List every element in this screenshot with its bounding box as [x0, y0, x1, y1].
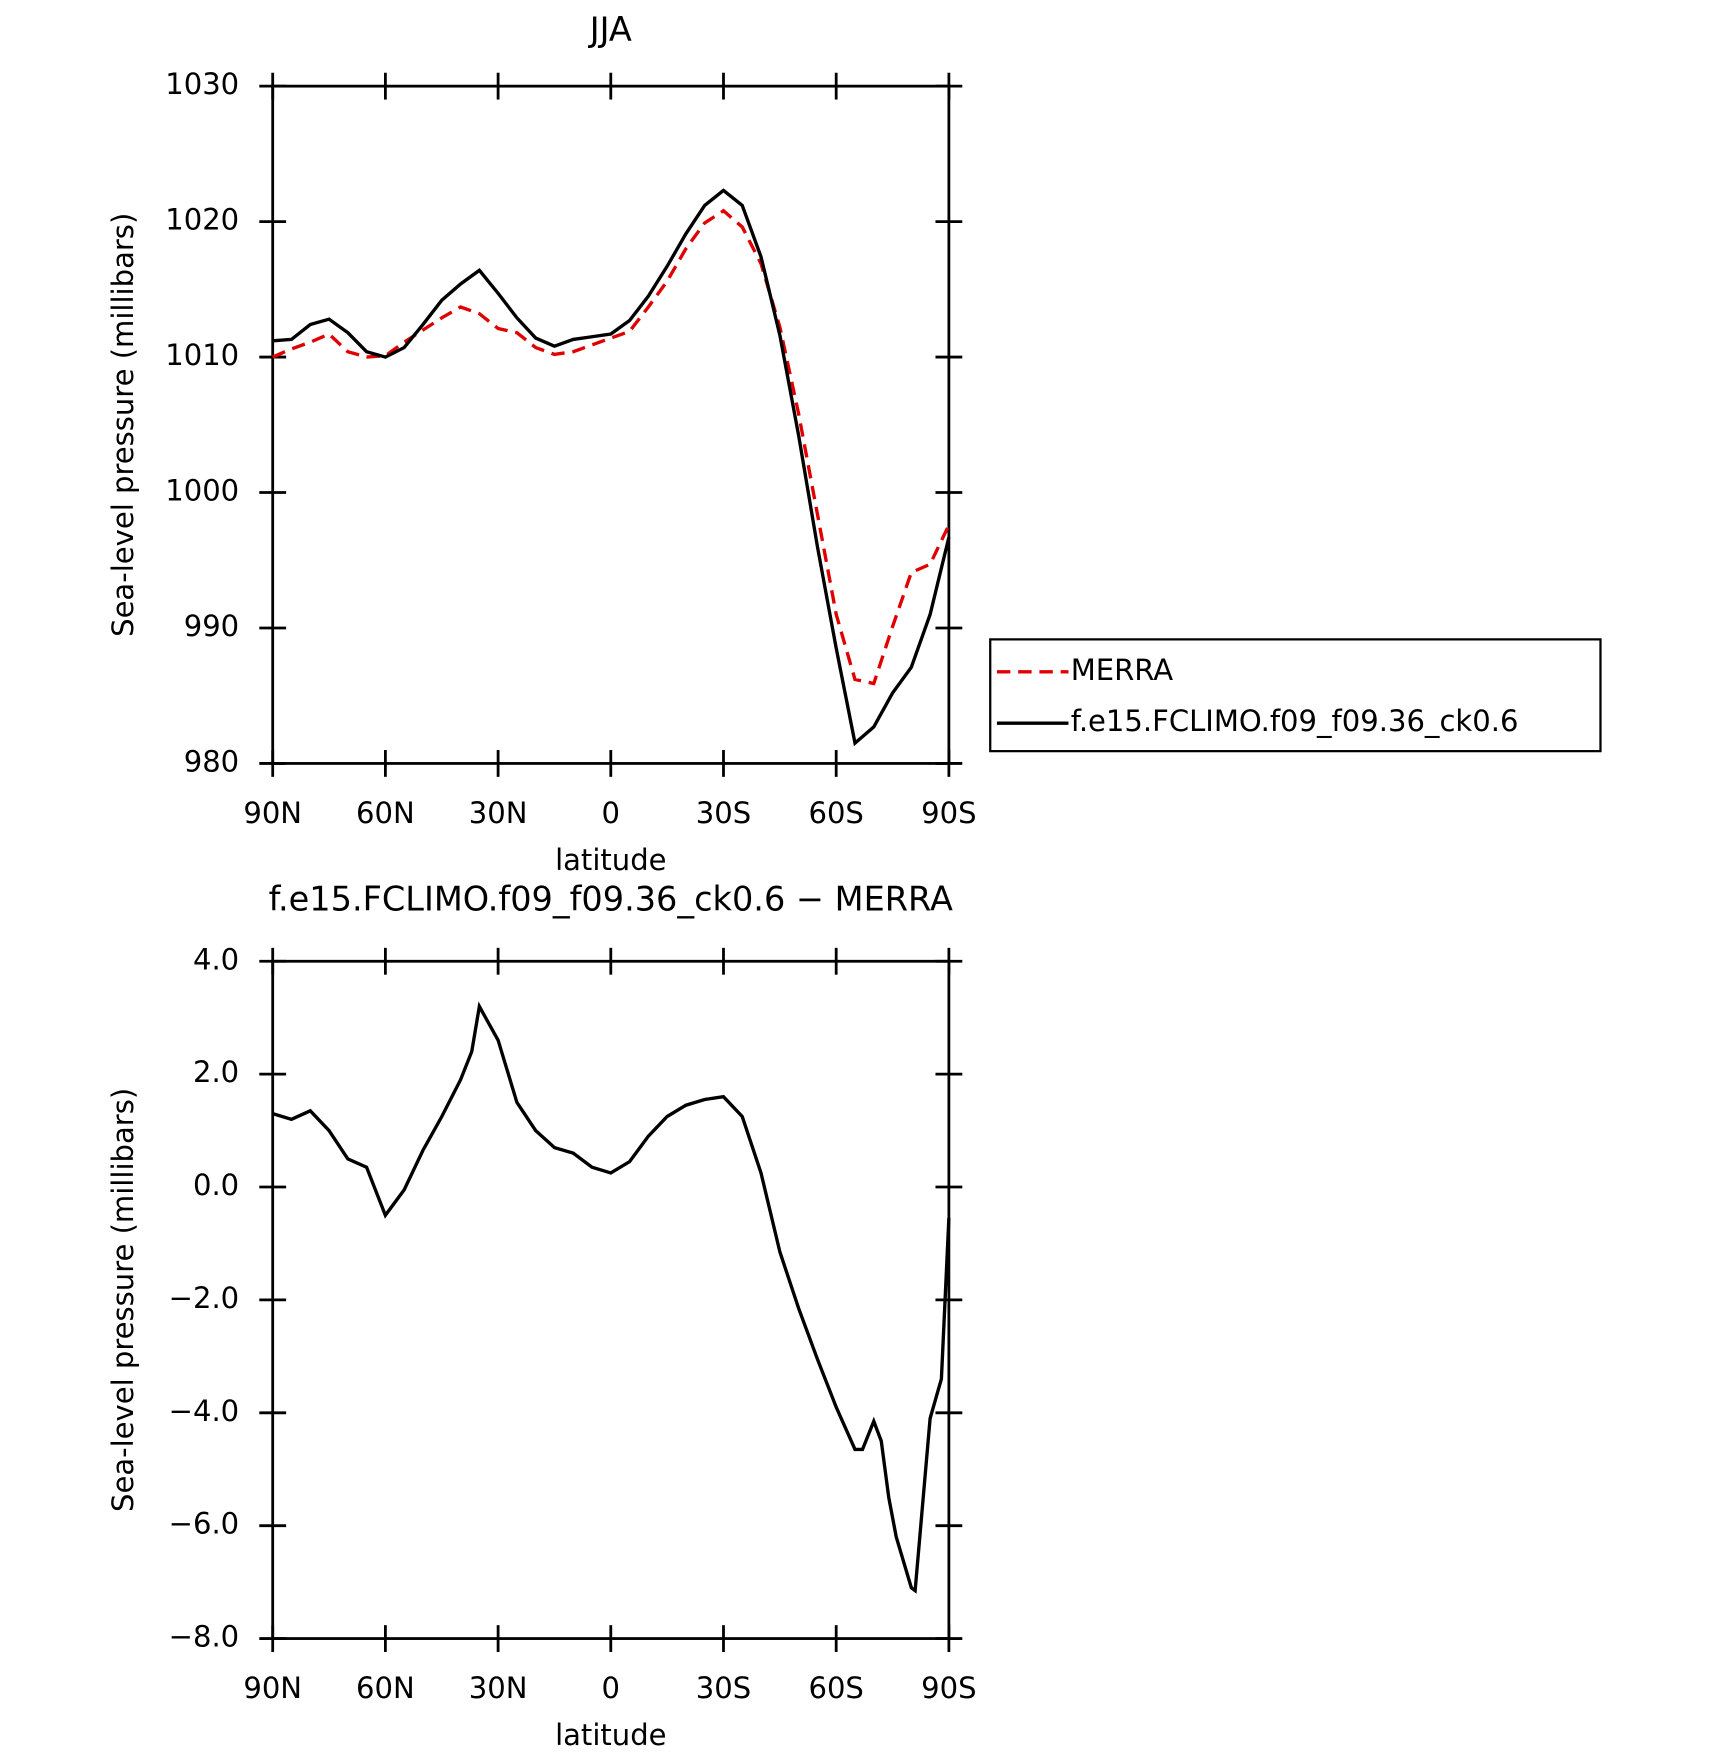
x-tick-label: 30N	[469, 796, 528, 830]
x-tick-label: 60S	[808, 1671, 863, 1705]
y-tick-label: 4.0	[193, 942, 239, 976]
x-axis-label: latitude	[555, 843, 666, 877]
x-axis-label: latitude	[555, 1718, 666, 1752]
x-tick-label: 90S	[921, 1671, 976, 1705]
x-tick-label: 60N	[356, 796, 415, 830]
series-line	[272, 1001, 951, 1594]
x-tick-label: 30S	[696, 796, 751, 830]
y-tick-label: −4.0	[169, 1394, 240, 1428]
y-tick-label: −8.0	[169, 1620, 240, 1654]
x-tick-label: 60N	[356, 1671, 415, 1705]
chart-title: JJA	[588, 10, 632, 49]
x-tick-label: 60S	[808, 796, 863, 830]
x-tick-label: 30N	[469, 1671, 528, 1705]
y-tick-label: −6.0	[169, 1507, 240, 1541]
y-tick-label: 1000	[165, 474, 239, 508]
y-tick-label: 990	[184, 609, 239, 643]
x-tick-label: 90N	[243, 796, 302, 830]
y-axis-label: Sea-level pressure (millibars)	[106, 213, 140, 637]
x-tick-label: 90N	[243, 1671, 302, 1705]
x-tick-label: 30S	[696, 1671, 751, 1705]
y-tick-label: −2.0	[169, 1281, 240, 1315]
plot-frame	[271, 959, 951, 1640]
y-tick-label: 2.0	[193, 1055, 239, 1089]
chart-title: f.e15.FCLIMO.f09_f09.36_ck0.6 − MERRA	[269, 879, 953, 918]
x-tick-label: 90S	[921, 796, 976, 830]
legend-box	[989, 638, 1602, 753]
y-tick-label: 1010	[165, 338, 239, 372]
y-tick-label: 980	[184, 744, 239, 778]
series-line	[272, 188, 951, 747]
y-axis-label: Sea-level pressure (millibars)	[106, 1088, 140, 1512]
x-tick-label: 0	[602, 1671, 620, 1705]
y-tick-label: 0.0	[193, 1168, 239, 1202]
y-tick-label: 1030	[165, 67, 239, 101]
series-line	[272, 208, 951, 686]
y-tick-label: 1020	[165, 203, 239, 237]
plot-frame	[271, 84, 951, 765]
legend-label: f.e15.FCLIMO.f09_f09.36_ck0.6	[1071, 704, 1519, 738]
x-tick-label: 0	[602, 796, 620, 830]
legend-label: MERRA	[1071, 653, 1174, 687]
